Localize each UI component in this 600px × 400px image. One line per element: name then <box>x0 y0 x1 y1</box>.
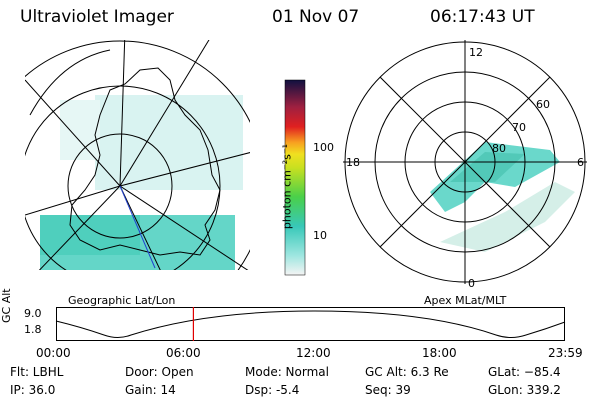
altitude-plot <box>55 307 566 341</box>
image-swath-upper-left <box>60 100 100 160</box>
spacecraft-track <box>119 185 156 269</box>
info-flt: Flt: LBHL <box>10 365 64 379</box>
colorbar-tick-10: 10 <box>313 229 327 242</box>
lat-circle <box>25 40 250 270</box>
lat-label-60: 60 <box>536 98 550 111</box>
auroral-oval-core <box>450 152 525 182</box>
altitude-ytick-9: 9.0 <box>24 307 42 320</box>
altitude-ylabel: GC Alt <box>0 288 13 323</box>
xtick-1800: 18:00 <box>422 346 457 360</box>
altitude-plot-frame <box>56 307 565 341</box>
image-swath-upper <box>95 95 243 190</box>
geo-map-caption: Geographic Lat/Lon <box>68 294 176 307</box>
xtick-0000: 00:00 <box>36 346 71 360</box>
info-glon: GLon: 339.2 <box>488 383 561 397</box>
colorbar-label: photon cm⁻²s⁻¹ <box>280 143 294 230</box>
mlt-label-12: 12 <box>469 46 483 59</box>
image-swath-lower-core <box>40 215 140 255</box>
altitude-ytick-1.8: 1.8 <box>24 323 42 336</box>
mlt-label-0: 0 <box>468 277 475 290</box>
colorbar <box>284 79 306 276</box>
instrument-title: Ultraviolet Imager <box>20 7 174 27</box>
auroral-oval-lower <box>440 182 575 252</box>
mlt-label-6: 6 <box>577 156 584 169</box>
polar-plot <box>343 40 587 284</box>
info-ip: IP: 36.0 <box>10 383 56 397</box>
colorbar-tick-100: 100 <box>313 141 334 154</box>
lat-circle <box>67 133 173 239</box>
date-label: 01 Nov 07 <box>272 7 360 27</box>
xtick-2359: 23:59 <box>548 346 583 360</box>
geographic-map <box>25 40 250 270</box>
xtick-0600: 06:00 <box>166 346 201 360</box>
info-dsp: Dsp: -5.4 <box>245 383 300 397</box>
xtick-1200: 12:00 <box>296 346 331 360</box>
altitude-curve <box>55 310 566 338</box>
info-seq: Seq: 39 <box>365 383 411 397</box>
coastline <box>69 67 221 256</box>
info-gain: Gain: 14 <box>125 383 176 397</box>
info-gc-alt: GC Alt: 6.3 Re <box>365 365 449 379</box>
info-door: Door: Open <box>125 365 194 379</box>
info-mode: Mode: Normal <box>245 365 329 379</box>
lat-label-80: 80 <box>492 142 506 155</box>
colorbar-gradient <box>284 79 306 276</box>
time-label: 06:17:43 UT <box>430 7 535 27</box>
limb-arc <box>29 49 111 116</box>
lat-label-70: 70 <box>512 121 526 134</box>
info-glat: GLat: −85.4 <box>488 365 561 379</box>
polar-plot-caption: Apex MLat/MLT <box>424 294 507 307</box>
mlt-label-18: 18 <box>346 156 360 169</box>
mlt-lines <box>343 40 587 284</box>
